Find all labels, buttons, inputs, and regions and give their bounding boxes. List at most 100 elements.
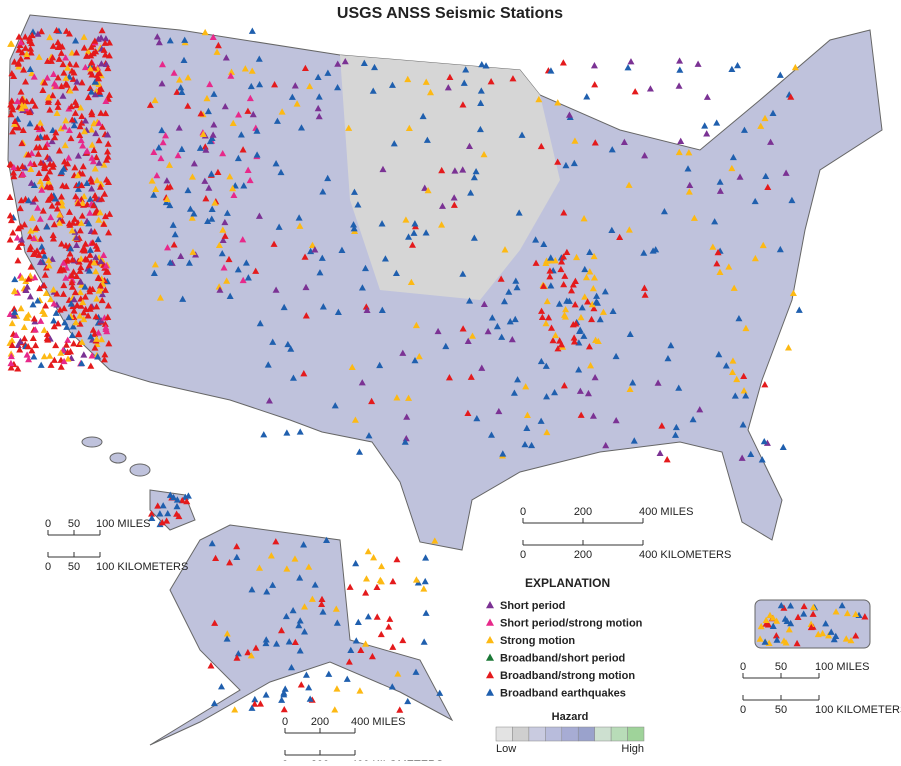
station — [62, 274, 70, 281]
station — [251, 700, 259, 707]
station — [252, 644, 260, 651]
station — [596, 315, 604, 323]
station — [585, 343, 593, 350]
station — [148, 177, 156, 184]
station — [24, 196, 32, 204]
station — [656, 449, 664, 457]
station — [767, 138, 775, 145]
station — [422, 554, 430, 561]
station — [96, 209, 104, 216]
station — [97, 60, 105, 67]
station — [159, 138, 167, 146]
station — [588, 300, 596, 308]
station — [358, 284, 366, 291]
scale-label: 0 — [520, 549, 526, 561]
station — [83, 147, 91, 154]
station — [214, 41, 222, 49]
station — [79, 142, 87, 149]
station — [369, 87, 377, 94]
station — [512, 277, 520, 284]
station — [169, 493, 177, 501]
station — [97, 34, 105, 41]
station — [67, 245, 75, 252]
station — [56, 267, 64, 274]
station — [163, 177, 171, 184]
stations — [6, 26, 869, 713]
scale-label: 50 — [775, 704, 787, 716]
station — [188, 214, 196, 221]
station — [21, 44, 29, 51]
station — [80, 315, 88, 323]
station — [582, 273, 590, 281]
station — [23, 314, 31, 321]
station — [100, 356, 108, 363]
station — [410, 229, 418, 236]
station — [740, 387, 748, 394]
station — [256, 700, 264, 707]
station — [171, 230, 179, 238]
station — [289, 606, 297, 614]
station — [190, 160, 198, 167]
station — [213, 48, 221, 55]
station — [101, 39, 109, 46]
station — [19, 170, 27, 178]
legend-heading: EXPLANATION — [525, 576, 610, 590]
station — [49, 235, 57, 242]
station — [20, 323, 28, 331]
station — [95, 69, 103, 77]
station — [7, 216, 15, 224]
station — [34, 30, 42, 37]
station — [348, 363, 356, 371]
hazard-swatch — [610, 726, 628, 742]
station — [664, 354, 672, 362]
station — [10, 312, 18, 319]
station — [57, 349, 65, 356]
station — [91, 78, 99, 85]
station — [283, 429, 291, 436]
station — [630, 437, 638, 444]
station — [91, 91, 99, 98]
station — [89, 239, 97, 246]
station — [186, 205, 194, 212]
station — [586, 268, 594, 275]
station — [248, 67, 256, 74]
station — [296, 574, 304, 581]
station — [696, 406, 704, 413]
station — [244, 648, 252, 656]
station — [421, 577, 429, 585]
station — [434, 327, 442, 335]
station — [660, 207, 668, 215]
station — [521, 441, 529, 448]
station — [229, 119, 237, 126]
station — [315, 113, 323, 120]
station — [498, 333, 506, 340]
station — [467, 189, 475, 196]
station — [105, 91, 113, 98]
station — [762, 172, 770, 179]
station — [14, 59, 22, 66]
station — [57, 49, 65, 56]
station — [773, 617, 781, 624]
station — [76, 267, 84, 274]
station — [478, 60, 486, 68]
station — [31, 195, 39, 202]
station — [591, 139, 599, 146]
station — [204, 217, 212, 225]
station — [641, 152, 649, 159]
station — [543, 428, 551, 436]
station — [733, 375, 741, 383]
station — [252, 267, 260, 274]
station — [852, 632, 860, 639]
station — [625, 181, 633, 188]
station — [296, 222, 304, 229]
station — [65, 126, 73, 134]
station — [18, 274, 26, 281]
station — [694, 60, 702, 67]
station — [104, 64, 112, 72]
station — [53, 26, 61, 34]
station — [77, 255, 85, 262]
great-plains — [340, 55, 560, 300]
station — [675, 82, 683, 89]
station — [86, 209, 94, 216]
